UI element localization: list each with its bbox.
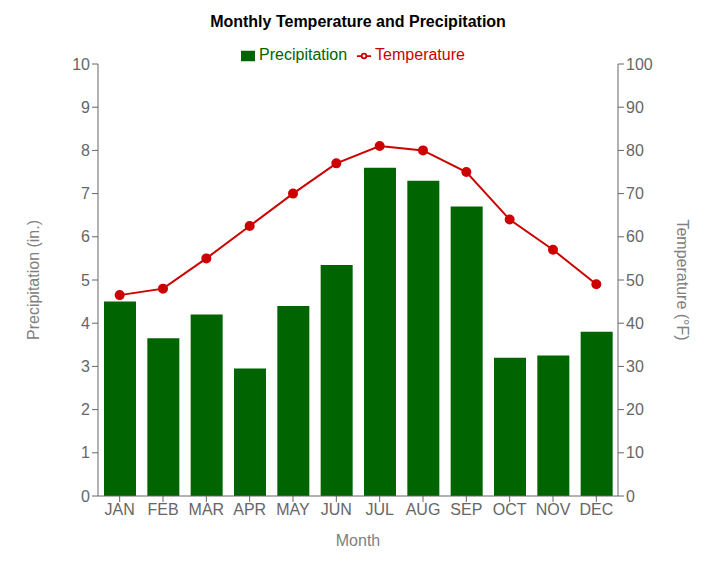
svg-text:Month: Month xyxy=(336,532,380,549)
svg-text:8: 8 xyxy=(81,142,90,159)
svg-text:OCT: OCT xyxy=(493,501,527,518)
svg-text:3: 3 xyxy=(81,358,90,375)
svg-text:MAY: MAY xyxy=(276,501,310,518)
svg-text:70: 70 xyxy=(626,185,644,202)
svg-text:JAN: JAN xyxy=(105,501,135,518)
svg-text:JUN: JUN xyxy=(321,501,352,518)
svg-text:Temperature (°F): Temperature (°F) xyxy=(674,219,691,340)
svg-text:60: 60 xyxy=(626,228,644,245)
svg-text:50: 50 xyxy=(626,272,644,289)
svg-text:NOV: NOV xyxy=(536,501,571,518)
svg-text:Precipitation (in.): Precipitation (in.) xyxy=(25,220,42,340)
html-text:Monthly Temperature and Precip: Monthly Temperature and Precipitation xyxy=(210,13,506,30)
svg-text:0: 0 xyxy=(81,488,90,505)
svg-text:5: 5 xyxy=(81,272,90,289)
svg-text:20: 20 xyxy=(626,401,644,418)
svg-text:FEB: FEB xyxy=(147,501,178,518)
svg-text:1: 1 xyxy=(81,444,90,461)
svg-text:APR: APR xyxy=(233,501,266,518)
svg-text:9: 9 xyxy=(81,99,90,116)
svg-text:SEP: SEP xyxy=(450,501,482,518)
svg-text:0: 0 xyxy=(626,488,635,505)
svg-text:80: 80 xyxy=(626,142,644,159)
svg-text:4: 4 xyxy=(81,315,90,332)
svg-text:2: 2 xyxy=(81,401,90,418)
html-text:Precipitation: Precipitation xyxy=(259,46,348,63)
svg-text:10: 10 xyxy=(626,444,644,461)
svg-text:40: 40 xyxy=(626,315,644,332)
svg-text:6: 6 xyxy=(81,228,90,245)
svg-text:DEC: DEC xyxy=(579,501,613,518)
svg-text:90: 90 xyxy=(626,99,644,116)
svg-text:100: 100 xyxy=(626,56,653,73)
svg-text:MAR: MAR xyxy=(189,501,225,518)
svg-text:10: 10 xyxy=(72,56,90,73)
svg-text:AUG: AUG xyxy=(406,501,441,518)
svg-text:JUL: JUL xyxy=(365,501,394,518)
html-text:Temperature: Temperature xyxy=(375,46,465,63)
svg-text:7: 7 xyxy=(81,185,90,202)
svg-text:30: 30 xyxy=(626,358,644,375)
